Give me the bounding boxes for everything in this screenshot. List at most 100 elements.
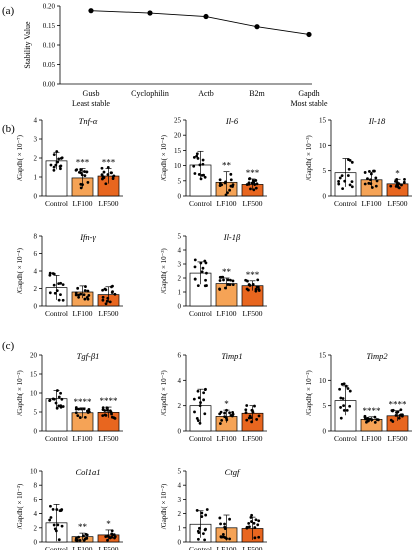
data-dot xyxy=(247,521,251,525)
data-dot xyxy=(86,289,90,293)
data-dot xyxy=(222,535,226,539)
data-dot xyxy=(231,279,235,283)
data-dot xyxy=(203,284,207,288)
data-dot xyxy=(256,523,260,527)
x-tick-label: LF500 xyxy=(242,199,262,208)
y-tick-label: 10 xyxy=(30,390,38,398)
y-tick-label: 4 xyxy=(34,117,38,125)
data-dot xyxy=(251,283,255,286)
y-tick-label: 6 xyxy=(34,496,38,504)
significance-label: ** xyxy=(78,522,88,532)
data-dot xyxy=(48,518,52,522)
significance-label: *** xyxy=(246,270,260,280)
y-tick-label: 10 xyxy=(319,142,327,150)
data-dot xyxy=(110,529,114,533)
data-dot xyxy=(219,522,222,526)
chart-title: Il-6 xyxy=(225,116,239,126)
data-dot xyxy=(220,275,223,279)
data-dot xyxy=(59,293,62,297)
data-dot xyxy=(363,171,367,174)
y-tick-label: 5 xyxy=(323,402,327,410)
y-tick-label: 6 xyxy=(178,352,182,360)
data-dot xyxy=(199,261,203,265)
data-dot xyxy=(108,300,112,304)
data-dot xyxy=(399,408,403,412)
data-dot xyxy=(51,272,55,275)
x-tick-label: Control xyxy=(45,199,68,208)
data-dot xyxy=(250,420,254,424)
chart-panel-5: 0 1 2 3 4 5/Gapdh( × 10⁻³) Il-1β Control LF100 **… xyxy=(160,232,267,318)
data-dot xyxy=(229,178,233,182)
x-tick-label: Gapdh xyxy=(298,89,319,98)
data-dot xyxy=(61,283,65,287)
data-dot xyxy=(224,193,228,197)
y-tick-label: 2 xyxy=(178,510,182,518)
data-dot xyxy=(106,296,110,300)
data-dot xyxy=(397,416,401,420)
y-tick-label: 15 xyxy=(174,147,182,155)
data-point xyxy=(88,8,94,14)
data-dot xyxy=(369,172,373,176)
data-dot xyxy=(105,406,109,410)
data-dot xyxy=(101,298,105,302)
data-dot xyxy=(396,183,400,187)
y-tick-label: 0.00 xyxy=(43,81,56,89)
data-dot xyxy=(344,384,348,388)
data-dot xyxy=(55,160,59,164)
y-tick-label: 15 xyxy=(319,352,327,360)
y-tick-label: 0 xyxy=(323,428,327,436)
data-dot xyxy=(101,295,105,299)
data-dot xyxy=(195,509,199,512)
data-dot xyxy=(245,183,249,186)
y-tick-label: 0 xyxy=(34,303,38,311)
data-dot xyxy=(255,418,259,421)
chart-title: Timp2 xyxy=(366,351,388,361)
data-dot xyxy=(82,407,86,411)
data-dot xyxy=(391,420,395,423)
chart-panel-8: 0 5 10 15/Gapdh( × 10⁻²) Timp2 Control LF100 **… xyxy=(305,351,412,443)
y-tick-label: 1 xyxy=(178,289,182,297)
y-tick-label: 0 xyxy=(34,539,38,547)
data-dot xyxy=(345,408,349,412)
x-tick-label: Gusb xyxy=(83,89,100,98)
chart-panel-1: (b) 0 1 2 3 4/Gapdh( × 10⁻⁷) Tnf-α Control LF100… xyxy=(2,116,123,208)
data-dot xyxy=(228,188,232,192)
data-dot xyxy=(253,183,257,186)
x-tick-label: LF500 xyxy=(98,434,118,443)
data-dot xyxy=(75,168,79,171)
data-dot xyxy=(79,168,83,172)
data-dot xyxy=(229,172,233,176)
data-dot xyxy=(396,410,400,414)
data-dot xyxy=(52,165,56,169)
data-dot xyxy=(54,401,58,405)
y-tick-label: 5 xyxy=(178,233,182,241)
data-dot xyxy=(198,421,202,425)
y-tick-label: 3 xyxy=(178,261,182,269)
data-dot xyxy=(218,279,222,282)
data-dot xyxy=(248,525,251,529)
y-tick-label: 8 xyxy=(34,233,38,241)
data-dot xyxy=(59,167,62,171)
data-dot xyxy=(254,179,258,182)
data-dot xyxy=(112,533,116,536)
data-dot xyxy=(104,182,108,186)
y-tick-label: 0 xyxy=(178,428,182,436)
y-axis-label: /Gapdh( × 10⁻⁷) xyxy=(16,134,24,181)
panel-label: (c) xyxy=(2,340,15,352)
data-dot xyxy=(59,164,63,168)
data-dot xyxy=(52,153,56,157)
x-tick-label: LF100 xyxy=(72,545,92,550)
data-dot xyxy=(57,282,61,286)
data-dot xyxy=(341,187,345,190)
data-dot xyxy=(245,526,249,530)
data-dot xyxy=(350,180,354,183)
data-dot xyxy=(202,173,205,177)
data-dot xyxy=(252,188,256,192)
data-dot xyxy=(49,504,52,508)
data-dot xyxy=(54,163,58,167)
data-dot xyxy=(223,411,226,415)
data-dot xyxy=(223,181,227,185)
data-dot xyxy=(204,387,207,391)
data-dot xyxy=(373,169,376,173)
data-dot xyxy=(193,172,197,175)
